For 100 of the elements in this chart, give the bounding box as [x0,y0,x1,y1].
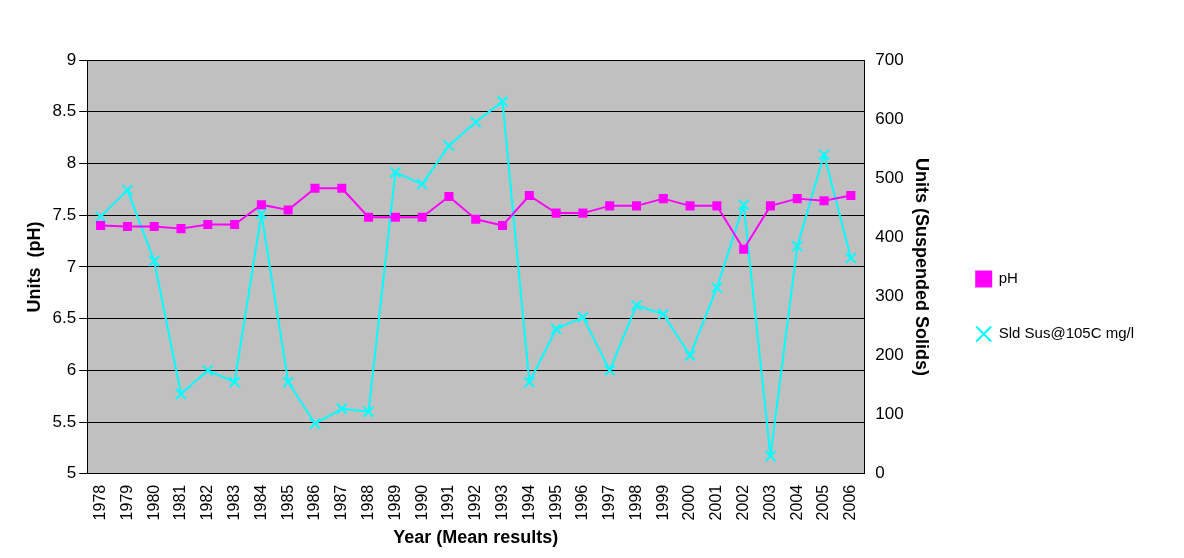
point [337,183,347,193]
x-tick-label: 1997 [600,484,618,521]
x-tick-label: 1989 [385,484,403,521]
point [791,240,804,253]
point [631,201,642,211]
point [94,210,107,223]
y2-tick-label: 0 [875,463,885,483]
point [657,308,670,321]
point [310,183,320,193]
point [630,299,643,312]
point [149,222,159,232]
point [282,376,295,389]
point [417,212,427,222]
x-tick-label: 2001 [707,484,725,521]
point [658,194,668,204]
point [389,166,402,179]
y-tick-label: 5 [66,463,77,483]
legend-label: Sld Sus@105C mg/l [998,324,1135,342]
point [710,281,723,294]
point [362,405,375,418]
y-tick-label: 7.5 [52,204,77,224]
point [283,205,293,215]
point [203,219,213,230]
point [390,212,400,222]
y2-tick-label: 300 [875,286,904,306]
y2-tick-label: 700 [875,49,904,69]
y-tick-label: 9 [66,49,77,69]
point [175,388,187,400]
x-tick-label: 2004 [787,484,805,521]
x-tick-label: 1992 [466,484,484,521]
x-tick-label: 1984 [251,484,269,521]
point [148,255,161,267]
y2-tick-label: 600 [875,108,904,128]
point [551,208,561,218]
point [230,219,240,230]
x-axis-title: Year (Mean results) [393,527,559,548]
y-tick-label: 6.5 [52,308,77,328]
point [523,376,536,389]
x-tick-label: 1999 [653,484,671,521]
point [737,198,750,211]
y2-axis-title: Units (Suspended Solids) [912,157,933,376]
x-tick-label: 1995 [546,484,564,521]
point [121,184,134,196]
point [819,196,829,206]
point [96,220,106,231]
point [228,376,241,389]
x-tick-label: 1991 [439,484,457,521]
point [496,95,509,108]
point [309,417,321,430]
x-tick-label: 2002 [734,484,752,521]
x-tick-label: 1994 [519,484,537,521]
point [603,364,616,377]
x-tick-label: 1982 [198,484,216,521]
point [122,222,132,232]
point [471,214,481,224]
y-tick-label: 7 [66,256,77,276]
x-tick-label: 1990 [412,484,430,521]
point [364,212,374,222]
y2-tick-label: 400 [875,227,904,247]
point [444,192,454,202]
x-tick-label: 2005 [814,484,832,521]
x-tick-label: 1987 [332,484,350,521]
point [469,116,482,129]
x-tick-label: 1996 [573,484,591,521]
point [256,200,266,210]
point [576,311,589,324]
x-tick-label: 2006 [841,484,859,521]
y-tick-label: 8 [66,153,77,173]
point [818,148,831,161]
y-tick-label: 5.5 [52,411,77,431]
y2-tick-label: 100 [875,404,904,424]
point [550,323,563,335]
point [764,450,777,463]
x-tick-label: 1979 [117,484,135,521]
x-tick-label: 1993 [492,484,510,521]
x-tick-label: 1986 [305,484,323,521]
x-tick-label: 1985 [278,484,296,521]
point [765,201,776,211]
legend-label: pH [998,269,1018,287]
point [443,139,455,152]
point [176,224,186,234]
point [578,208,588,218]
y-axis-title: Units (pH) [23,221,44,313]
x-tick-label: 1978 [91,484,109,521]
point [844,252,857,264]
point [416,178,429,191]
point [684,349,697,362]
x-tick-label: 1981 [171,484,189,521]
x-tick-label: 1998 [626,484,644,521]
point [846,190,856,201]
point [498,220,508,231]
x-tick-label: 1988 [358,484,376,521]
x-tick-label: 1983 [225,484,242,521]
point [739,244,749,254]
y2-tick-label: 200 [875,345,904,365]
x-tick-label: 1980 [144,484,162,521]
y-tick-label: 8.5 [52,101,77,121]
point [201,364,214,377]
y-tick-label: 6 [66,360,77,380]
x-tick-label: 2003 [760,484,778,521]
